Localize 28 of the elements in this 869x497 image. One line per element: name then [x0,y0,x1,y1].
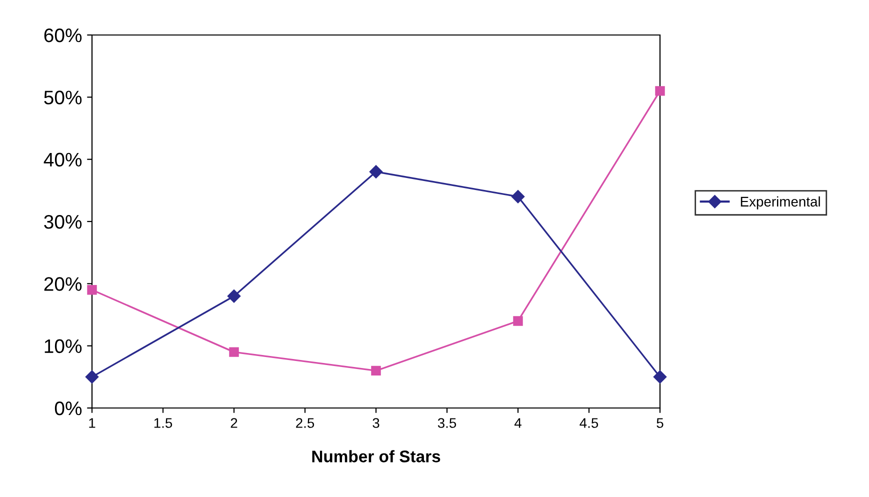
x-tick-label: 2.5 [296,418,314,428]
x-tick-label: 3.5 [438,418,456,428]
point [655,86,665,96]
y-tick-label: 40% [44,152,82,167]
x-tick-label: 5 [656,418,664,428]
y-tick-label: 0% [54,401,82,416]
y-tick-label: 60% [44,28,82,42]
point [653,370,667,384]
x-tick-label: 4.5 [580,418,598,428]
legend-label: Experimental [740,196,820,210]
point [371,366,381,376]
x-tick-label: 1.5 [154,418,172,428]
point [229,347,239,357]
x-tick-label: 4 [514,418,522,428]
x-tick-label: 2 [230,418,238,428]
x-tick-label: 1 [89,418,96,428]
y-tick-label: 50% [44,90,82,104]
point [87,285,97,295]
y-tick-label: 30% [44,214,82,229]
point [85,370,99,384]
y-tick-label: 10% [44,339,82,354]
point [227,290,241,303]
point [511,190,525,204]
point [513,316,523,326]
x-axis-title: Number of Stars [312,450,440,462]
y-tick-label: 20% [44,277,82,291]
x-tick-label: 3 [372,418,380,428]
point [369,165,383,178]
